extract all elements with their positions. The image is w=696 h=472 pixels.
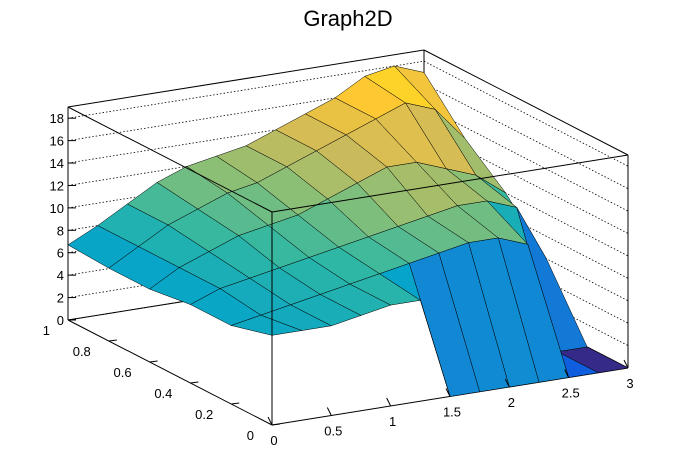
z-tick-label: 12 — [50, 178, 64, 193]
x-tick — [445, 388, 451, 397]
x-tick-label: 0.5 — [324, 424, 342, 439]
chart-title: Graph2D — [303, 6, 392, 31]
y-tick — [190, 381, 199, 384]
box-edge — [67, 106, 273, 213]
grid-line — [67, 262, 425, 321]
z-tick-label: 10 — [50, 201, 64, 216]
z-tick-label: 8 — [57, 223, 64, 238]
grid-line — [67, 128, 425, 186]
z-tick-label: 18 — [50, 111, 64, 126]
y-tick — [231, 402, 240, 405]
grid-line — [67, 240, 425, 298]
grid-line — [67, 60, 425, 119]
y-tick-label: 0.2 — [195, 407, 213, 422]
y-tick — [67, 318, 77, 321]
x-tick-label: 1.5 — [443, 405, 461, 420]
z-tick-label: 0 — [57, 313, 64, 328]
grid-line — [67, 150, 425, 209]
surface-cell — [230, 314, 302, 336]
x-tick — [386, 397, 392, 407]
y-tick — [149, 360, 158, 363]
x-tick — [623, 359, 629, 369]
y-tick-label: 1 — [43, 323, 50, 338]
y-tick — [271, 423, 281, 426]
box-edge — [67, 49, 425, 108]
x-tick-label: 0 — [270, 433, 277, 448]
z-tick-label: 4 — [57, 268, 64, 283]
x-tick-label: 3 — [626, 376, 633, 391]
x-tick — [504, 378, 510, 388]
z-tick-label: 6 — [57, 246, 64, 261]
x-tick — [326, 407, 332, 416]
box-edge — [271, 154, 629, 213]
x-tick-label: 1 — [389, 414, 396, 429]
x-tick — [267, 416, 273, 426]
y-tick-label: 0 — [247, 428, 254, 443]
z-tick-label: 14 — [50, 156, 64, 171]
y-tick-label: 0.8 — [73, 344, 91, 359]
grid-line — [67, 83, 425, 142]
y-tick-label: 0.4 — [154, 386, 172, 401]
z-tick-label: 16 — [50, 134, 64, 149]
y-tick-label: 0.6 — [114, 365, 132, 380]
grid-line — [67, 105, 425, 164]
x-tick-label: 2 — [508, 395, 515, 410]
box-edge — [67, 319, 273, 426]
x-tick-label: 2.5 — [562, 386, 580, 401]
z-tick-label: 2 — [57, 291, 64, 306]
y-tick — [108, 339, 117, 342]
x-tick — [564, 369, 570, 378]
box-edge — [423, 49, 629, 156]
